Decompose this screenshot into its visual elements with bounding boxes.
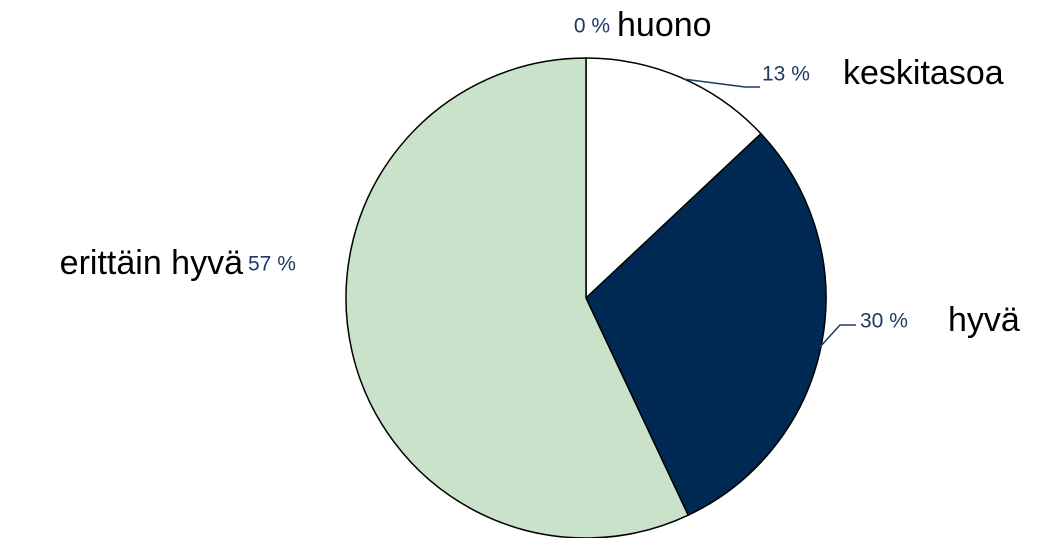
- pie-slice: [585, 132, 827, 517]
- category-label: erittäin hyvä: [60, 244, 243, 282]
- pie-slice: [345, 57, 690, 538]
- value-label: 0 %: [574, 15, 610, 38]
- leader-line: [682, 78, 760, 88]
- category-label: keskitasoa: [843, 54, 1004, 92]
- pie-slice: [585, 57, 763, 300]
- value-label: 30 %: [860, 310, 908, 333]
- category-label: huono: [617, 6, 712, 44]
- category-label: hyvä: [948, 301, 1020, 339]
- leader-line: [819, 324, 856, 348]
- value-label: 57 %: [248, 253, 296, 276]
- value-label: 13 %: [762, 63, 810, 86]
